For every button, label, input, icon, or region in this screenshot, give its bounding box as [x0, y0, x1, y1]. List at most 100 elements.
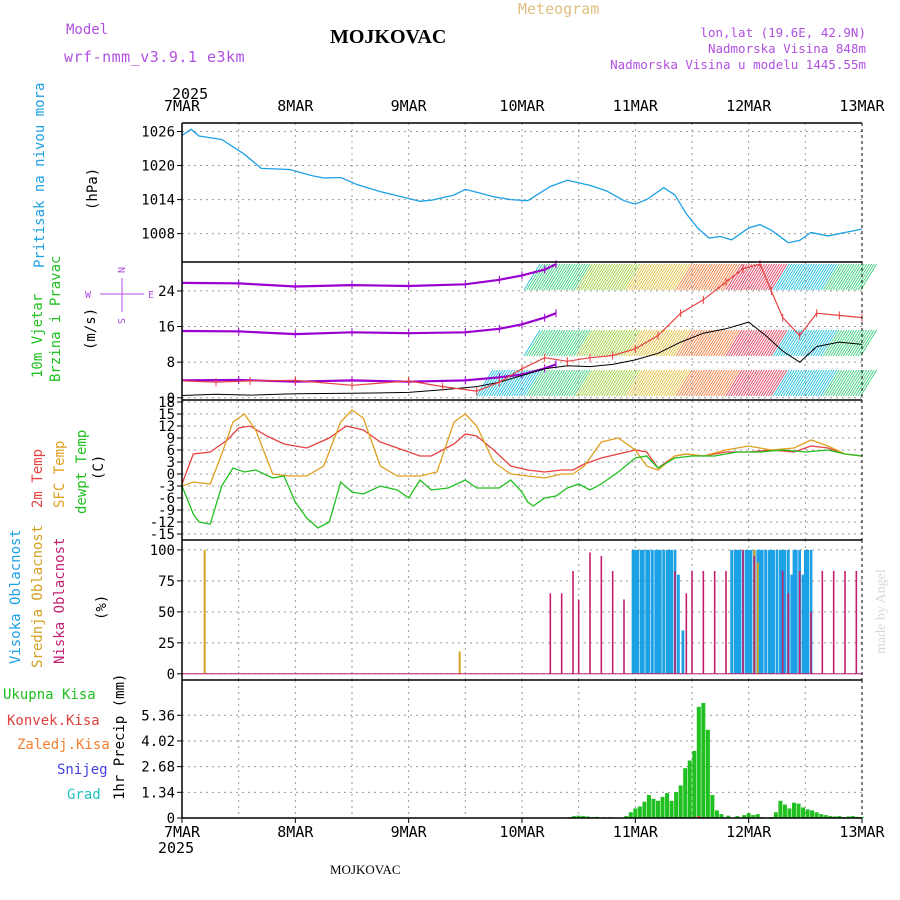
wind-barb [583, 329, 601, 357]
wind-barb [700, 369, 718, 397]
wind-barb [573, 369, 591, 397]
y-tick-label: 18 [158, 395, 175, 411]
wind-barb [845, 329, 863, 357]
wind-barb [683, 329, 700, 357]
wind-barb [720, 329, 738, 357]
wind-barb [770, 369, 788, 397]
wind-barb [531, 369, 548, 397]
wind-barb [735, 263, 753, 291]
wind-barb [795, 263, 813, 291]
wind-barb [568, 329, 586, 357]
precipitation-total-bar [832, 816, 837, 818]
wind-barb [588, 369, 606, 397]
wind-barb [688, 369, 705, 397]
wind-barb [526, 263, 543, 291]
wind-barb [832, 329, 850, 357]
wind-barb [797, 263, 815, 291]
wind-barb [605, 329, 623, 357]
cloudiness-high-bar [790, 574, 794, 674]
wind-barb [760, 369, 778, 397]
wind-barb [780, 329, 798, 357]
wind-barb [665, 263, 683, 291]
wind-barb [526, 369, 543, 397]
wind-barb [760, 329, 778, 357]
wind-barb [713, 263, 730, 291]
wind-barb [613, 329, 631, 357]
wind-barb [805, 263, 823, 291]
y-tick-label: 75 [158, 574, 175, 590]
wind-barb [770, 263, 788, 291]
wind-barb [620, 263, 638, 291]
wind-barb [595, 329, 613, 357]
wind-barb [543, 329, 561, 357]
wind-barb [795, 329, 813, 357]
wind-barb [598, 329, 616, 357]
wind-barb [561, 329, 578, 357]
x-tick-label-top: 8MAR [277, 97, 314, 115]
wind-barb [785, 369, 803, 397]
wind-barb [603, 369, 621, 397]
wind-barb [763, 263, 780, 291]
wind-barb [842, 369, 860, 397]
compass-e: E [148, 290, 154, 301]
wind-barb [852, 263, 870, 291]
model-label: Model [66, 22, 108, 38]
wind-barb [710, 263, 728, 291]
wind-barb [805, 369, 823, 397]
wind-barb [521, 369, 538, 397]
wind-barb [790, 263, 808, 291]
wind-barb [675, 369, 693, 397]
wind-barb [693, 369, 710, 397]
wind-barb [590, 369, 608, 397]
wind-barb [501, 369, 518, 397]
x-tick-label-bottom: 11MAR [613, 823, 659, 841]
wind-barb [688, 263, 705, 291]
wind-unit: (m/s) [83, 308, 99, 350]
wind-barb [703, 329, 720, 357]
x-tick-label-bottom: 12MAR [726, 823, 772, 841]
wind-barb [753, 369, 770, 397]
wind-barb [523, 369, 541, 397]
wind-barb [807, 263, 825, 291]
wind-barb [705, 263, 723, 291]
wind-barb [648, 329, 666, 357]
precipitation-total-bar [782, 804, 787, 818]
wind-barb [600, 369, 618, 397]
y-tick-label: 1008 [141, 227, 175, 243]
wind-barb [663, 329, 681, 357]
wind-barb [855, 369, 873, 397]
y-tick-label: 50 [158, 605, 175, 621]
precipitation-total-bar [637, 806, 642, 818]
dewpt_temp-line [181, 449, 863, 529]
wind-barb [725, 263, 743, 291]
wind-barb [797, 369, 815, 397]
cloudiness-high-bar [792, 549, 796, 674]
wind-barb [745, 329, 763, 357]
wind-barb [683, 263, 700, 291]
cloudiness-high-bar [670, 549, 673, 674]
precipitation-total-bar [751, 815, 756, 818]
wind-barb [665, 369, 683, 397]
y-tick-label: 24 [158, 284, 175, 300]
wind-barb [650, 263, 668, 291]
wind-barb [571, 329, 588, 357]
precipitation-total-bar [585, 816, 590, 818]
wind-barb [857, 263, 875, 291]
cloudiness-low-bar [832, 570, 835, 674]
wind-barb [533, 329, 551, 357]
precipitation-total-bar [646, 795, 651, 818]
wind-barb [590, 329, 608, 357]
wind-barb [546, 263, 563, 291]
y-tick-label: 5.36 [141, 708, 175, 724]
wind-barb [738, 329, 755, 357]
wind-barb [733, 263, 750, 291]
precipitation-total-bar [665, 793, 670, 818]
wind-barb [541, 329, 558, 357]
cloudiness-mid-bar [458, 651, 461, 674]
legend-total: Ukupna Kisa [3, 687, 96, 703]
precipitation-total-bar [705, 729, 710, 818]
cloudiness-high-bar [681, 630, 685, 674]
wind-barb [635, 263, 653, 291]
wind-barb [528, 329, 546, 357]
